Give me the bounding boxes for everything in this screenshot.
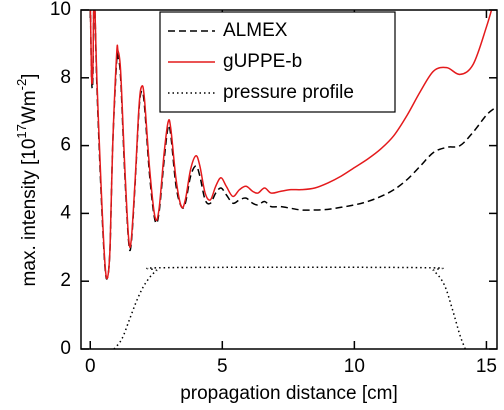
y-tick-label: 6 <box>60 135 71 156</box>
y-label-part: max. intensity [10 <box>19 139 40 287</box>
y-tick-label: 0 <box>60 338 71 359</box>
y-label-superscript: -2 <box>14 79 29 91</box>
x-tick-label: 5 <box>217 356 228 377</box>
y-tick-label: 10 <box>50 0 71 20</box>
legend-label: pressure profile <box>223 82 354 103</box>
y-tick-label: 4 <box>60 202 71 223</box>
data-line <box>89 10 493 280</box>
y-label-part: ] <box>19 74 40 79</box>
x-tick-label: 15 <box>476 356 497 377</box>
y-label-part: Wm <box>19 90 40 124</box>
y-tick-label: 8 <box>60 67 71 88</box>
y-tick-label: 2 <box>60 270 71 291</box>
data-line <box>113 266 467 349</box>
y-axis-label: max. intensity [1017Wm-2] <box>14 74 40 287</box>
x-tick-label: 0 <box>85 356 96 377</box>
legend-label: ALMEX <box>223 20 288 41</box>
legend-label: gUPPE-b <box>223 51 302 72</box>
x-tick-label: 10 <box>344 356 365 377</box>
x-axis-label: propagation distance [cm] <box>180 383 398 404</box>
y-label-superscript: 17 <box>14 124 29 138</box>
plot-frame <box>80 9 498 350</box>
